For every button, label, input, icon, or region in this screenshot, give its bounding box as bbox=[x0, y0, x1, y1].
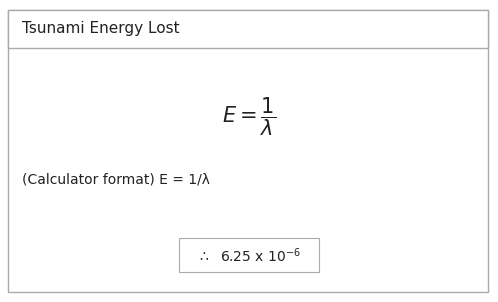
Text: $E = \dfrac{1}{\lambda}$: $E = \dfrac{1}{\lambda}$ bbox=[222, 95, 276, 138]
Text: $\mathregular{\therefore}$  6.25 x 10$^{-6}$: $\mathregular{\therefore}$ 6.25 x 10$^{-… bbox=[197, 246, 301, 265]
Bar bbox=[179, 239, 319, 272]
Text: (Calculator format) E = 1/λ: (Calculator format) E = 1/λ bbox=[22, 173, 210, 187]
Bar bbox=[8, 10, 488, 48]
Text: Tsunami Energy Lost: Tsunami Energy Lost bbox=[22, 21, 180, 37]
